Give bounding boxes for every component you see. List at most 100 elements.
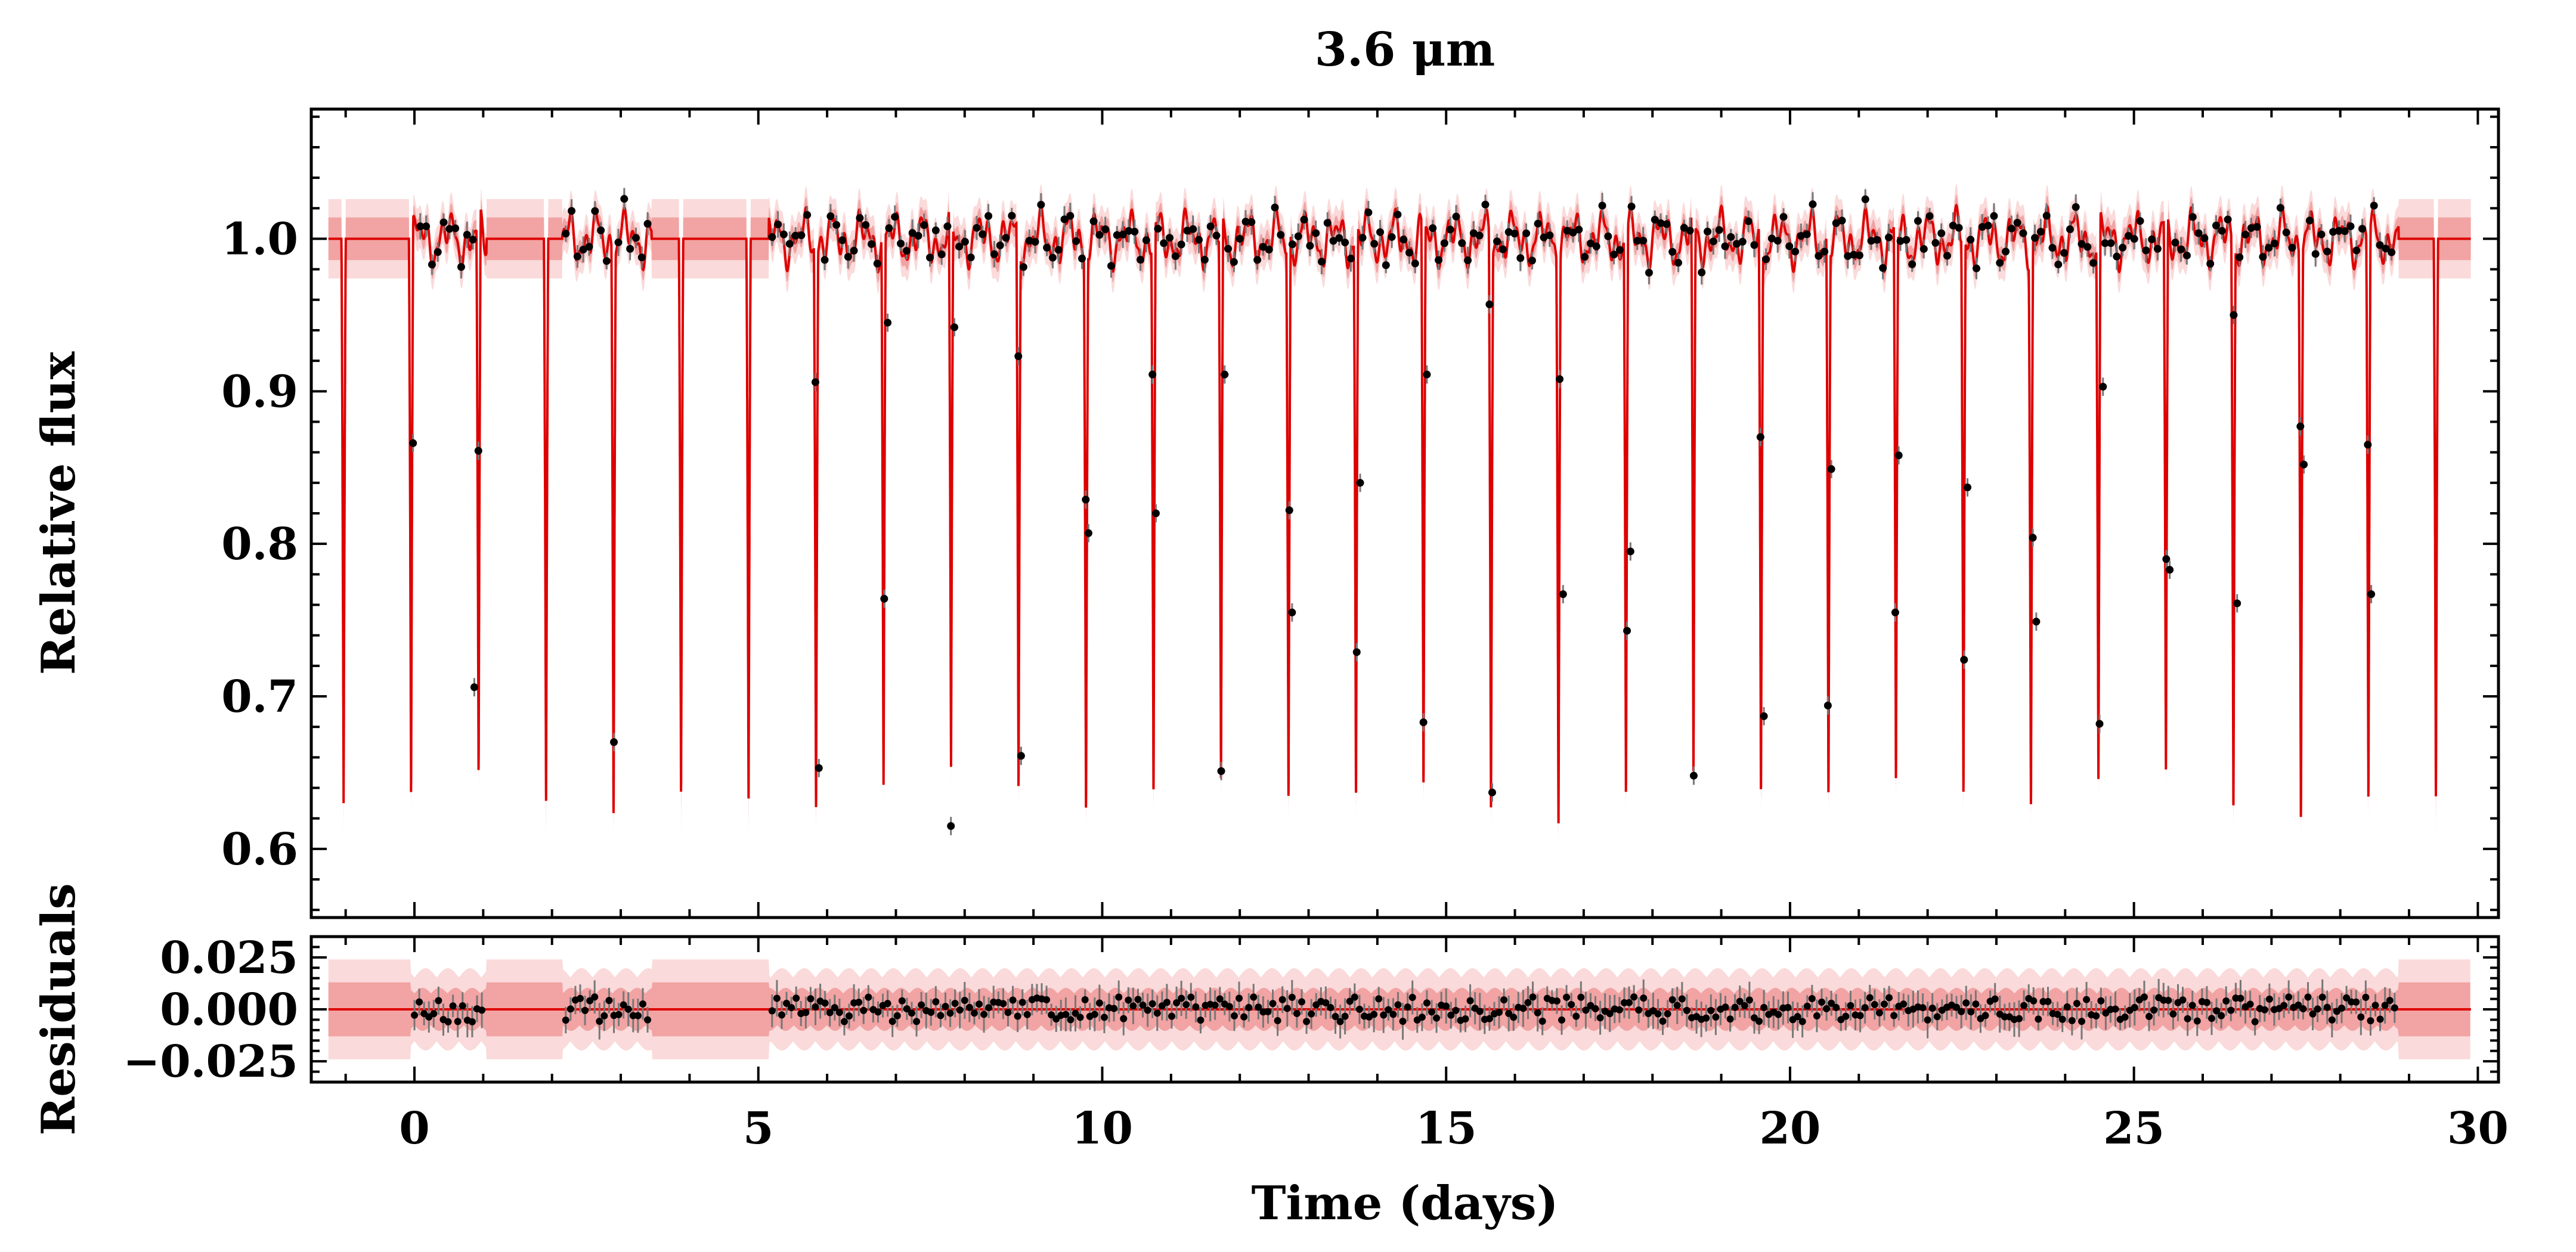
residual-point <box>620 1001 627 1009</box>
data-point <box>1797 232 1805 240</box>
residual-point <box>1813 1012 1820 1019</box>
residual-point <box>2208 1015 2216 1022</box>
data-point <box>2182 252 2191 260</box>
data-point <box>2142 246 2150 255</box>
residual-point <box>2213 1007 2221 1015</box>
data-point <box>2212 221 2221 230</box>
data-point <box>579 246 587 254</box>
data-point <box>1488 788 1496 797</box>
data-point <box>914 231 922 240</box>
residual-point <box>430 1010 438 1018</box>
residual-point <box>965 1003 973 1011</box>
residual-points <box>411 979 2398 1040</box>
data-point <box>1151 509 1160 517</box>
residual-point <box>1423 999 1431 1007</box>
residual-point <box>1004 1009 1012 1017</box>
data-point <box>1773 237 1782 245</box>
data-point <box>1148 370 1157 379</box>
residual-point <box>2376 1015 2384 1023</box>
data-point <box>2317 230 2326 238</box>
residual-point <box>1635 1006 1643 1014</box>
data-point <box>2083 243 2092 251</box>
data-point <box>1867 237 1875 245</box>
residual-point <box>605 997 613 1005</box>
data-point <box>1522 229 1531 237</box>
residual-point <box>2367 1017 2374 1025</box>
residual-point <box>1476 1008 1484 1015</box>
x-tick-label: 15 <box>1416 1103 1477 1154</box>
residual-point <box>1110 1005 1118 1012</box>
residual-point <box>1875 1009 1883 1017</box>
residual-point <box>2111 1005 2119 1013</box>
data-point <box>1043 243 1051 252</box>
data-point <box>2218 227 2226 235</box>
data-point <box>1581 253 1589 261</box>
data-point <box>2367 590 2376 599</box>
residual-point <box>1630 993 1638 1001</box>
residual-point <box>1500 996 1508 1004</box>
data-point <box>1510 230 1519 238</box>
residual-point <box>1678 995 1686 1003</box>
residual-point <box>2357 1013 2365 1021</box>
data-point <box>1803 230 1811 238</box>
residual-point <box>1466 997 1474 1005</box>
residual-point <box>478 1006 486 1014</box>
data-point <box>1785 242 1794 250</box>
residual-point <box>1067 1016 1075 1024</box>
data-point <box>1189 225 1197 233</box>
residual-point <box>961 996 968 1004</box>
data-point <box>2099 383 2107 391</box>
data-point <box>597 226 605 234</box>
residual-point <box>2381 1002 2389 1009</box>
data-point <box>2224 215 2232 224</box>
residual-point <box>2150 1006 2158 1014</box>
data-point <box>862 221 870 229</box>
residual-point <box>1269 1000 1277 1008</box>
data-point <box>880 594 888 603</box>
residual-point <box>1808 995 1816 1003</box>
data-point <box>2358 225 2367 233</box>
residual-point <box>1250 993 1258 1001</box>
residual-point <box>1394 1001 1402 1009</box>
data-point <box>445 225 454 233</box>
data-point <box>1142 236 1150 244</box>
residual-point <box>1880 1000 1888 1008</box>
data-point <box>2364 441 2372 449</box>
residual-point <box>835 1009 843 1017</box>
residual-point <box>2237 994 2244 1002</box>
residual-point <box>1433 1014 1441 1022</box>
data-point <box>1440 239 1448 247</box>
residual-point <box>1230 1012 1238 1019</box>
data-point <box>815 764 823 772</box>
data-point <box>457 263 465 271</box>
data-point <box>1435 256 1443 264</box>
data-point <box>1136 256 1144 264</box>
data-point <box>1285 506 1293 515</box>
residual-point <box>1153 1009 1161 1017</box>
data-point <box>774 220 782 228</box>
data-point <box>1405 249 1413 257</box>
data-point <box>1984 221 1992 230</box>
data-point <box>884 318 892 327</box>
data-point <box>1469 229 1478 237</box>
residual-y-tick-label: −0.025 <box>123 1036 298 1087</box>
residual-point <box>1538 1017 1546 1025</box>
residual-point <box>874 1008 882 1016</box>
data-point <box>1586 239 1594 247</box>
residual-point <box>1510 1014 1518 1021</box>
data-point <box>902 247 911 255</box>
residual-point <box>1115 993 1123 1001</box>
data-point <box>1964 484 1972 492</box>
data-point <box>1943 252 1952 260</box>
data-point <box>1031 238 1039 246</box>
data-point <box>474 447 482 455</box>
data-point <box>955 243 964 251</box>
data-point <box>1978 223 1986 231</box>
residual-point <box>596 1018 603 1025</box>
data-point <box>1125 227 1133 235</box>
data-point <box>1419 718 1428 727</box>
residual-point <box>1399 1017 1407 1025</box>
residual-point <box>2323 1003 2331 1011</box>
residual-point <box>1023 1011 1031 1018</box>
data-point <box>1879 264 1887 272</box>
